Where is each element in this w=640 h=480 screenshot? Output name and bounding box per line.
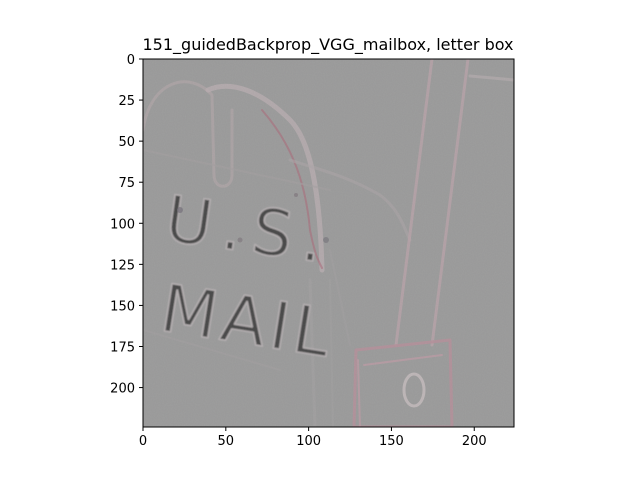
y-tick-label: 200 [110, 382, 135, 397]
y-tick-label: 100 [110, 217, 135, 232]
y-tick-label: 125 [110, 258, 135, 273]
y-tick-label: 75 [118, 176, 135, 191]
y-tick-label: 25 [118, 94, 135, 109]
heatmap-image: U.S. MAIL [143, 59, 514, 427]
chart-title: 151_guidedBackprop_VGG_mailbox, letter b… [143, 35, 514, 55]
y-axis-ticks: 0 25 50 75 100 125 150 175 200 [110, 53, 143, 397]
axes-frame [142, 58, 515, 428]
x-axis-ticks: 0 50 100 150 200 [139, 427, 487, 449]
x-tick-label: 200 [462, 434, 487, 449]
x-tick-label: 50 [218, 434, 235, 449]
y-tick-label: 150 [110, 299, 135, 314]
image-grain [143, 59, 514, 427]
y-tick-label: 175 [110, 341, 135, 356]
x-tick-label: 100 [296, 434, 321, 449]
y-tick-label: 50 [118, 135, 135, 150]
x-tick-label: 0 [139, 434, 147, 449]
x-tick-label: 150 [379, 434, 404, 449]
y-tick-label: 0 [127, 53, 135, 68]
